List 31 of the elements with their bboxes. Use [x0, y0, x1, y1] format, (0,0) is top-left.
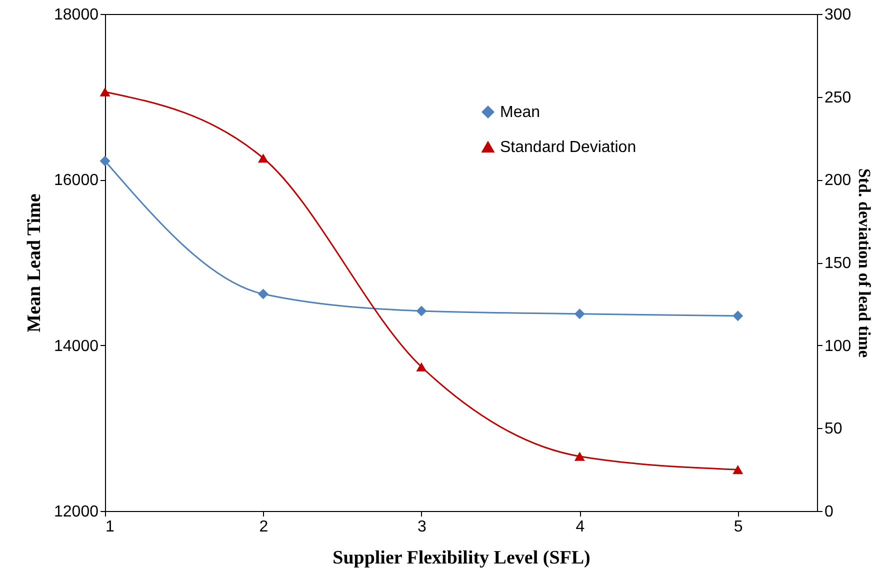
y-tick-label: 14000 — [54, 338, 99, 355]
x-axis-title: Supplier Flexibility Level (SFL) — [332, 548, 590, 568]
x-tick-label: 5 — [734, 518, 743, 536]
y2-tick-label: 150 — [824, 255, 852, 272]
point — [732, 465, 744, 474]
y-axis-title: Mean Lead Time — [24, 194, 46, 332]
point — [732, 310, 744, 322]
y-tick-label: 12000 — [54, 504, 99, 520]
point — [258, 154, 268, 163]
legend-label: Mean — [500, 104, 540, 121]
point — [574, 308, 585, 320]
x-tick-label: 2 — [259, 518, 268, 536]
x-tick-label: 3 — [417, 518, 426, 536]
x-tick-label: 4 — [576, 518, 585, 536]
y2-tick-label: 50 — [824, 420, 842, 438]
x-tick-label: 1 — [106, 518, 114, 536]
y2-tick-label: 100 — [824, 338, 852, 355]
point — [100, 87, 110, 96]
y2-tick-label: 300 — [824, 6, 852, 24]
y2-tick-label: 200 — [824, 172, 852, 190]
point — [574, 452, 585, 461]
y2-tick-label: 250 — [824, 89, 852, 106]
y2-tick-label: 0 — [824, 504, 834, 520]
y2-axis-title: Std. deviation of lead time — [855, 168, 874, 358]
point — [258, 288, 268, 300]
point — [416, 306, 427, 316]
point — [416, 362, 427, 372]
y-tick-label: 16000 — [54, 172, 99, 190]
y-tick-label: 18000 — [54, 6, 99, 24]
legend-label: Standard Deviation — [500, 139, 636, 156]
point — [100, 156, 110, 166]
